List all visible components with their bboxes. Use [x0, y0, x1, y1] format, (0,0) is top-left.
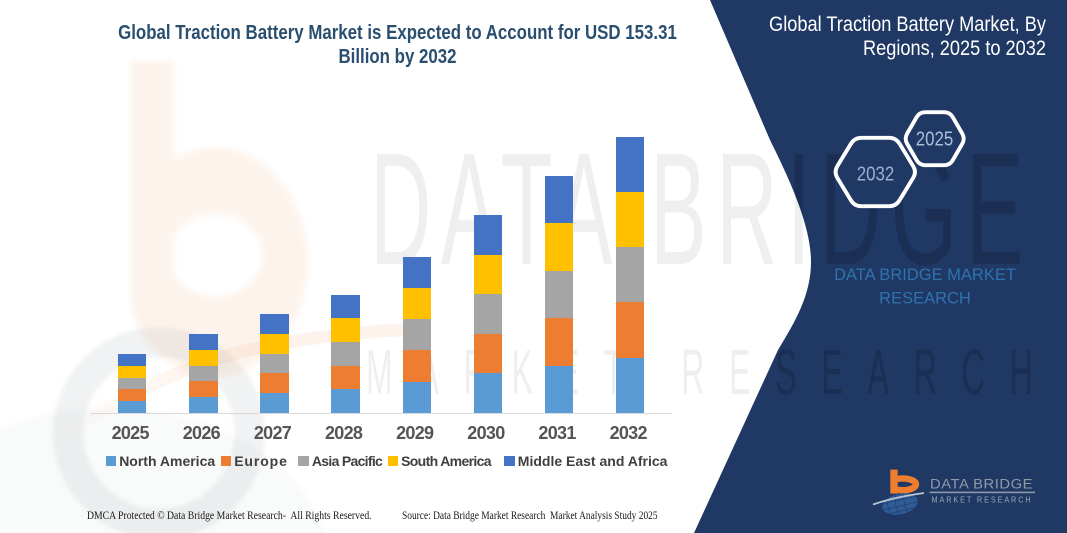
- svg-text:DATA BRIDGE: DATA BRIDGE: [930, 477, 1033, 493]
- svg-text:RESEARCH: RESEARCH: [879, 290, 971, 308]
- svg-text:2025: 2025: [916, 129, 954, 151]
- svg-text:2032: 2032: [857, 163, 895, 186]
- svg-text:MARKET RESEARCH: MARKET RESEARCH: [932, 495, 1033, 505]
- svg-text:DATA BRIDGE MARKET: DATA BRIDGE MARKET: [834, 266, 1016, 284]
